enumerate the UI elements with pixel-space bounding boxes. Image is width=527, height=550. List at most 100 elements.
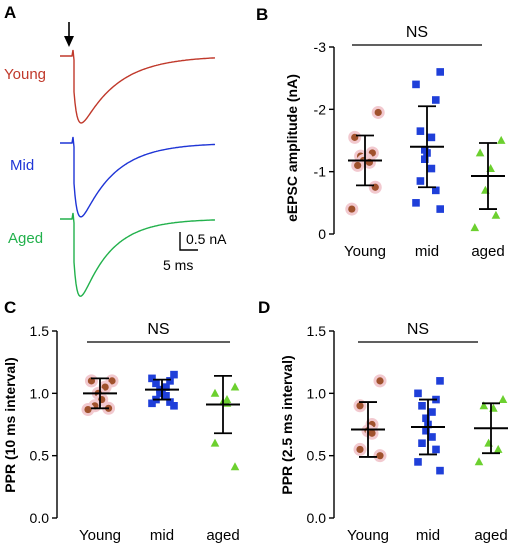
x-category-label: mid — [416, 527, 440, 544]
x-category-label: Young — [347, 527, 389, 544]
panel-letter-b: B — [256, 5, 268, 24]
x-category-label: Young — [79, 527, 121, 544]
y-tick-label: 0.5 — [307, 448, 327, 464]
trace-label-aged: Aged — [8, 230, 43, 247]
data-point-mid — [414, 458, 422, 466]
panel-c-chart: 0.0 0.5 1.0 1.5 PPR (10 ms interval) Young mid… — [2, 321, 240, 544]
x-category-label: aged — [471, 243, 504, 260]
data-point-aged — [230, 462, 240, 471]
data-point-mid — [428, 433, 436, 441]
x-category-label: mid — [415, 243, 439, 260]
data-point-young — [374, 108, 382, 117]
data-point-young — [376, 452, 384, 460]
data-point-mid — [170, 370, 178, 379]
x-category-label: Young — [344, 243, 386, 260]
data-point-mid — [428, 408, 436, 416]
ns-annotation: NS — [407, 321, 429, 338]
data-point-mid — [152, 379, 160, 388]
y-tick-label: 0 — [318, 226, 326, 242]
data-point-mid — [436, 68, 444, 76]
data-point-mid — [156, 389, 164, 398]
data-point-young — [368, 429, 376, 437]
data-point-mid — [148, 399, 156, 408]
data-point-mid — [162, 392, 170, 400]
data-point-young — [101, 383, 109, 391]
data-point-mid — [148, 374, 156, 383]
data-point-aged — [210, 388, 220, 397]
panel-letter-a: A — [4, 3, 16, 22]
data-point-mid — [427, 133, 436, 142]
data-point-mid — [418, 439, 426, 447]
data-point-aged — [498, 394, 508, 403]
y-tick-label: 1.0 — [30, 385, 50, 401]
stimulus-arrow-icon — [64, 22, 74, 47]
current-traces — [60, 49, 216, 297]
y-tick-label: 0.0 — [30, 510, 50, 526]
data-point-young — [356, 445, 364, 454]
data-point-young — [108, 377, 116, 385]
trace-mid — [60, 136, 216, 218]
data-point-young — [348, 205, 356, 213]
trace-young — [60, 49, 215, 124]
data-point-mid — [416, 127, 425, 135]
y-tick-label: 1.0 — [307, 385, 327, 401]
x-category-label: aged — [474, 527, 507, 544]
data-point-mid — [166, 377, 174, 385]
panel-letter-d: D — [258, 298, 270, 317]
data-point-mid — [414, 389, 422, 398]
y-tick-label: 0.0 — [307, 510, 327, 526]
data-point-aged — [479, 401, 489, 410]
y-tick-label: -1 — [314, 164, 327, 180]
ns-annotation: NS — [147, 321, 169, 338]
panel-d-chart: 0.0 0.5 1.0 1.5 PPR (2.5 ms interval) Young mi… — [279, 321, 508, 544]
data-point-mid — [427, 164, 436, 173]
data-point-mid — [162, 383, 170, 391]
data-point-aged — [493, 444, 503, 453]
data-point-aged — [491, 210, 501, 219]
scale-bar-time-label: 5 ms — [163, 257, 193, 273]
panel-b-chart: 0 -1 -2 -3 eEPSC amplitude (nA) Young mid aged N… — [284, 24, 506, 260]
trace-label-young: Young — [4, 66, 46, 83]
y-tick-label: 1.5 — [307, 323, 327, 339]
data-point-aged — [210, 438, 220, 447]
y-tick-label: -3 — [314, 39, 327, 55]
data-point-young — [376, 377, 384, 385]
y-tick-label: 1.5 — [30, 323, 50, 339]
data-point-mid — [166, 398, 174, 406]
data-point-mid — [436, 377, 444, 385]
y-tick-label: 0.5 — [30, 448, 50, 464]
data-point-mid — [432, 96, 440, 104]
data-point-aged — [230, 382, 240, 391]
scale-bar: 0.5 nA 5 ms — [163, 231, 227, 273]
x-category-label: mid — [150, 527, 174, 544]
data-point-young — [354, 161, 362, 170]
data-point-mid — [412, 80, 420, 89]
trace-label-mid: Mid — [10, 157, 34, 174]
trace-aged — [60, 212, 216, 297]
data-point-mid — [421, 155, 429, 163]
data-point-mid — [170, 402, 178, 410]
data-point-mid — [432, 186, 440, 195]
data-point-aged — [474, 457, 484, 466]
y-axis-label: PPR (10 ms interval) — [2, 357, 18, 492]
data-point-mid — [412, 199, 420, 207]
ns-annotation: NS — [406, 24, 428, 41]
data-point-mid — [436, 205, 444, 213]
data-point-aged — [475, 148, 485, 157]
data-point-mid — [422, 414, 430, 423]
scale-bar-current-label: 0.5 nA — [186, 231, 227, 247]
y-axis-label: PPR (2.5 ms interval) — [279, 355, 295, 494]
data-point-mid — [418, 402, 426, 410]
y-axis-label: eEPSC amplitude (nA) — [284, 74, 300, 222]
y-tick-label: -2 — [314, 101, 327, 117]
data-point-mid — [416, 177, 425, 185]
data-point-aged — [470, 223, 480, 232]
data-point-young — [356, 402, 364, 410]
panel-letter-c: C — [4, 298, 16, 317]
data-point-aged — [496, 135, 506, 144]
data-point-mid — [436, 466, 444, 475]
data-point-young — [84, 405, 92, 414]
x-category-label: aged — [206, 527, 239, 544]
data-point-mid — [432, 445, 440, 454]
